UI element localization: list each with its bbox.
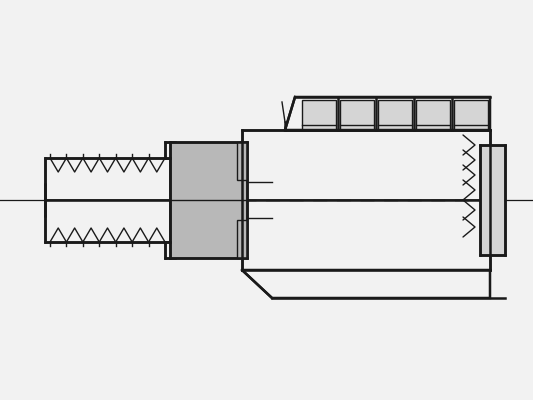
Polygon shape <box>165 242 175 258</box>
Polygon shape <box>340 100 374 129</box>
Polygon shape <box>237 220 247 258</box>
Polygon shape <box>378 100 412 129</box>
Polygon shape <box>170 142 247 258</box>
Polygon shape <box>237 142 247 180</box>
Polygon shape <box>242 270 490 298</box>
Polygon shape <box>302 100 336 129</box>
Polygon shape <box>165 142 175 158</box>
Polygon shape <box>285 97 490 130</box>
Polygon shape <box>242 200 490 270</box>
Polygon shape <box>480 145 505 255</box>
Polygon shape <box>45 200 170 242</box>
Polygon shape <box>454 100 488 129</box>
Polygon shape <box>242 130 490 200</box>
Polygon shape <box>416 100 450 129</box>
Polygon shape <box>45 158 170 200</box>
